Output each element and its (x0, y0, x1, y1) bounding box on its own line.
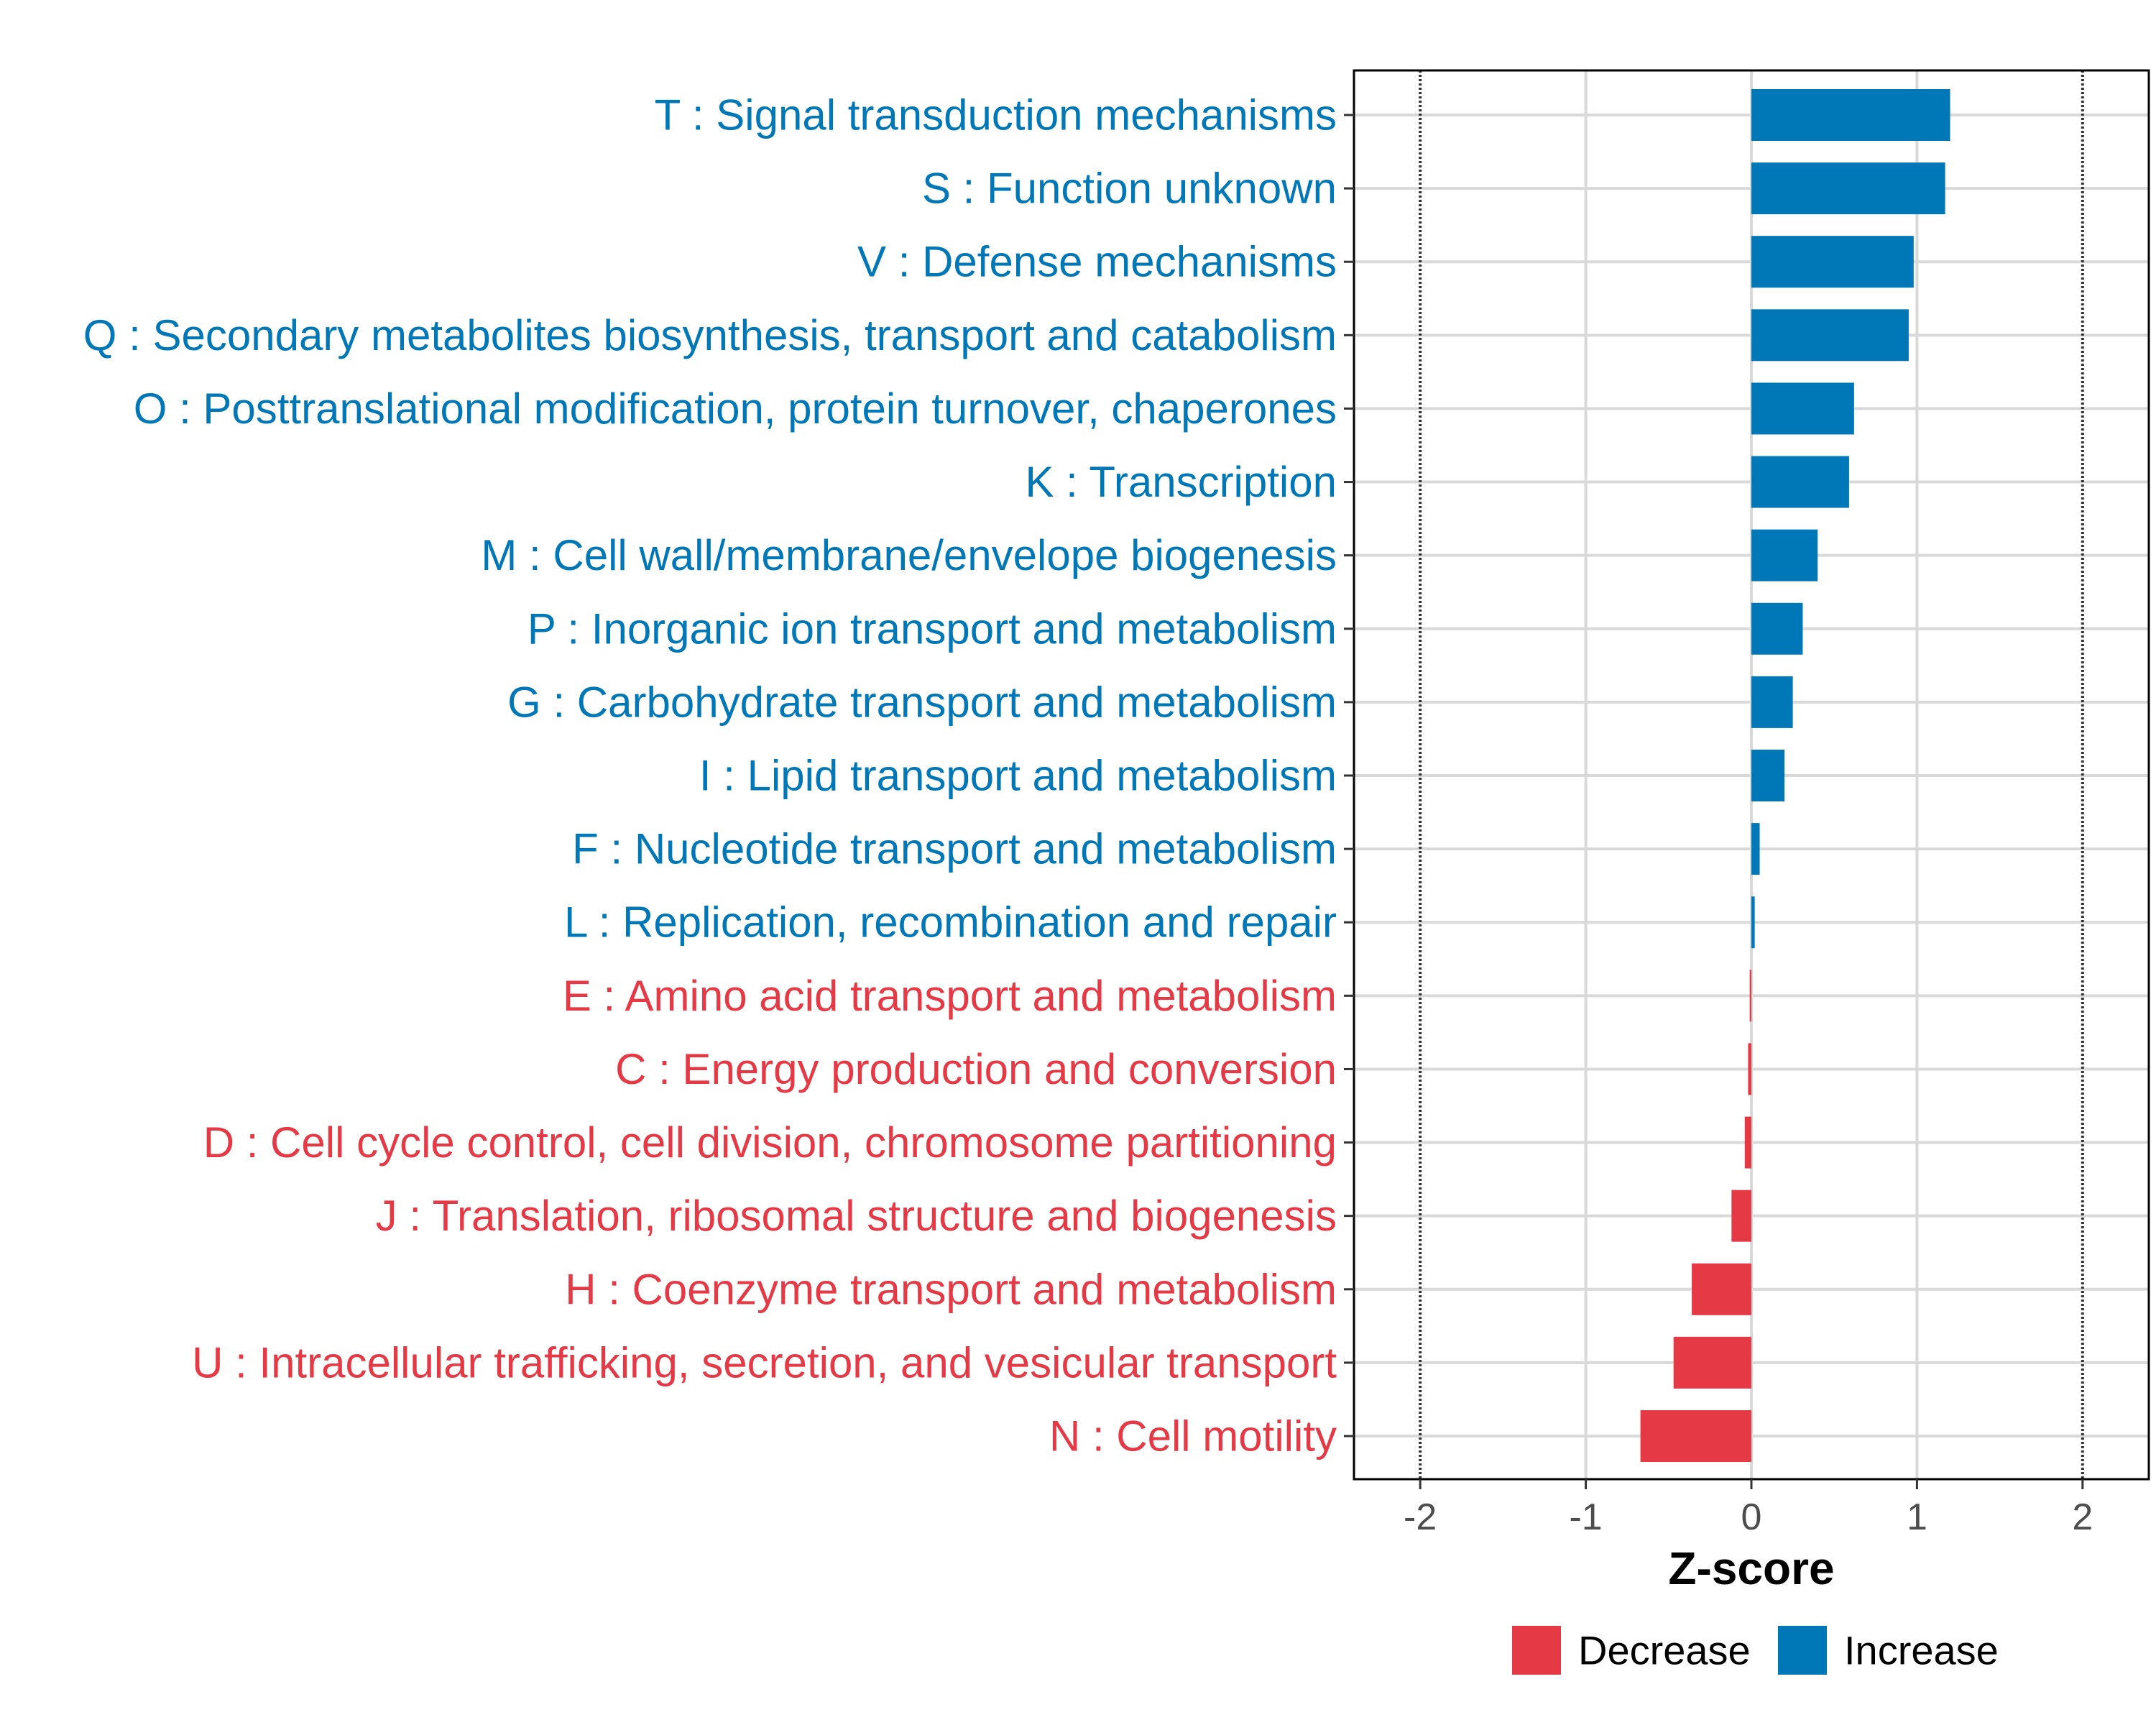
legend-label-decrease: Decrease (1578, 1628, 1751, 1673)
x-tick-label: -1 (1569, 1496, 1602, 1538)
bar-k (1751, 456, 1849, 508)
bar-t (1751, 89, 1950, 141)
bar-p (1751, 602, 1803, 655)
bar-g (1751, 676, 1793, 728)
category-label: D : Cell cycle control, cell division, c… (203, 1118, 1337, 1167)
x-tick-label: -2 (1404, 1496, 1437, 1538)
bar-m (1751, 529, 1818, 581)
category-label: P : Inorganic ion transport and metaboli… (528, 604, 1337, 653)
bar-u (1673, 1336, 1751, 1389)
category-label: T : Signal transduction mechanisms (655, 91, 1337, 139)
category-label: H : Coenzyme transport and metabolism (565, 1265, 1337, 1313)
bar-i (1751, 750, 1785, 801)
category-label: K : Transcription (1025, 458, 1337, 506)
x-tick-label: 1 (1907, 1496, 1927, 1538)
bar-h (1692, 1263, 1751, 1315)
category-label: I : Lipid transport and metabolism (699, 752, 1337, 800)
legend-swatch-increase (1778, 1626, 1827, 1675)
x-axis-title: Z-score (1668, 1542, 1834, 1594)
category-label: U : Intracellular trafficking, secretion… (192, 1338, 1337, 1386)
bar-v (1751, 236, 1914, 288)
category-label: G : Carbohydrate transport and metabolis… (507, 678, 1337, 726)
legend-label-increase: Increase (1844, 1628, 1999, 1673)
category-label: N : Cell motility (1049, 1412, 1337, 1460)
bar-f (1751, 823, 1760, 875)
category-label: V : Defense mechanisms (857, 238, 1337, 286)
bar-j (1731, 1190, 1751, 1242)
category-label: L : Replication, recombination and repai… (564, 898, 1337, 947)
legend-swatch-decrease (1512, 1626, 1561, 1675)
category-label: F : Nucleotide transport and metabolism (572, 825, 1337, 873)
category-label: E : Amino acid transport and metabolism (563, 972, 1337, 1020)
x-tick-label: 2 (2072, 1496, 2093, 1538)
x-tick-label: 0 (1741, 1496, 1762, 1538)
category-label: J : Translation, ribosomal structure and… (376, 1192, 1337, 1240)
category-label: O : Posttranslational modification, prot… (134, 385, 1337, 433)
bar-n (1640, 1410, 1751, 1462)
bar-d (1744, 1116, 1751, 1169)
bar-q (1751, 309, 1909, 362)
bar-c (1748, 1043, 1751, 1095)
category-label: C : Energy production and conversion (615, 1045, 1337, 1093)
category-label: M : Cell wall/membrane/envelope biogenes… (481, 531, 1337, 579)
category-label: Q : Secondary metabolites biosynthesis, … (83, 311, 1337, 359)
bar-o (1751, 382, 1854, 435)
bar-l (1751, 896, 1755, 949)
bar-e (1749, 970, 1751, 1022)
category-label: S : Function unknown (922, 165, 1337, 213)
bar-s (1751, 162, 1945, 215)
